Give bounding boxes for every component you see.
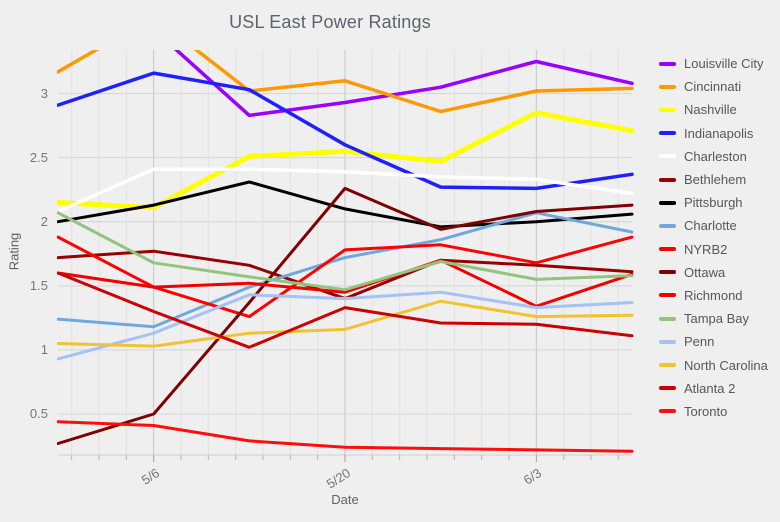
legend-swatch-icon <box>659 84 676 89</box>
y-tick-label: 0.5 <box>29 405 48 421</box>
series-line-penn[interactable] <box>57 290 634 361</box>
legend-swatch-icon <box>659 154 676 159</box>
legend-label: Charleston <box>684 148 747 164</box>
legend-item-ottawa[interactable]: Ottawa <box>659 261 779 284</box>
legend-item-toronto[interactable]: Toronto <box>659 400 779 423</box>
series-line-louisville-city[interactable] <box>58 14 634 118</box>
legend-swatch-icon <box>659 339 676 344</box>
gridlines <box>58 50 632 462</box>
legend-swatch-icon <box>659 363 676 368</box>
legend-swatch-icon <box>659 247 676 252</box>
x-axis-title: Date <box>331 492 359 507</box>
legend-item-charleston[interactable]: Charleston <box>659 145 779 168</box>
legend: Louisville City Cincinnati Nashville Indian… <box>659 52 779 423</box>
legend-swatch-icon <box>659 409 676 414</box>
series-line-cincinnati[interactable] <box>57 17 634 114</box>
legend-item-bethlehem[interactable]: Bethlehem <box>659 168 779 191</box>
legend-item-penn[interactable]: Penn <box>659 330 779 353</box>
series-line-north-carolina[interactable] <box>57 299 634 348</box>
legend-item-indianapolis[interactable]: Indianapolis <box>659 122 779 145</box>
legend-label: Louisville City <box>684 56 764 72</box>
legend-item-nyrb2[interactable]: NYRB2 <box>659 238 779 261</box>
legend-item-tampa-bay[interactable]: Tampa Bay <box>659 307 779 330</box>
y-tick-label: 3 <box>40 85 48 101</box>
legend-label: Indianapolis <box>684 125 754 141</box>
legend-item-richmond[interactable]: Richmond <box>659 284 779 307</box>
legend-item-atlanta-2[interactable]: Atlanta 2 <box>659 377 779 400</box>
legend-label: Atlanta 2 <box>684 380 736 396</box>
legend-swatch-icon <box>659 200 676 205</box>
series-lines <box>57 14 635 453</box>
legend-swatch-icon <box>659 131 676 136</box>
legend-swatch-icon <box>659 177 676 182</box>
legend-label: Bethlehem <box>684 172 747 188</box>
legend-item-cincinnati[interactable]: Cincinnati <box>659 75 779 98</box>
y-axis-title: Rating <box>6 232 22 271</box>
legend-item-charlotte[interactable]: Charlotte <box>659 214 779 237</box>
legend-label: Richmond <box>684 287 743 303</box>
legend-item-pittsburgh[interactable]: Pittsburgh <box>659 191 779 214</box>
series-line-pittsburgh[interactable] <box>57 180 634 229</box>
legend-label: Tampa Bay <box>684 311 750 327</box>
y-tick-label: 2.5 <box>29 149 48 165</box>
legend-swatch-icon <box>659 223 676 228</box>
y-tick-label: 1 <box>40 341 48 357</box>
legend-label: Penn <box>684 334 715 350</box>
legend-swatch-icon <box>659 316 676 321</box>
legend-label: NYRB2 <box>684 241 728 257</box>
legend-item-louisville-city[interactable]: Louisville City <box>659 52 779 75</box>
y-tick-label: 1.5 <box>29 277 48 293</box>
legend-item-nashville[interactable]: Nashville <box>659 98 779 121</box>
legend-swatch-icon <box>659 386 676 391</box>
series-line-tampa-bay[interactable] <box>57 211 634 292</box>
legend-label: Nashville <box>684 102 737 118</box>
series-line-toronto[interactable] <box>57 420 634 453</box>
legend-swatch-icon <box>659 61 676 66</box>
legend-swatch-icon <box>659 293 676 298</box>
series-line-charleston[interactable] <box>57 167 634 214</box>
series-line-atlanta-2[interactable] <box>57 271 634 349</box>
legend-label: Pittsburgh <box>684 195 743 211</box>
legend-label: Toronto <box>684 403 728 419</box>
legend-swatch-icon <box>659 270 676 275</box>
legend-label: Ottawa <box>684 264 726 280</box>
y-tick-label: 2 <box>40 213 48 229</box>
legend-item-north-carolina[interactable]: North Carolina <box>659 353 779 376</box>
legend-swatch-icon <box>659 107 676 112</box>
series-line-indianapolis[interactable] <box>57 71 634 191</box>
legend-label: Charlotte <box>684 218 737 234</box>
series-line-nashville[interactable] <box>57 110 635 211</box>
legend-label: North Carolina <box>684 357 768 373</box>
legend-label: Cincinnati <box>684 79 742 95</box>
series-line-ottawa[interactable] <box>57 186 634 445</box>
chart-title: USL East Power Ratings <box>229 12 431 32</box>
